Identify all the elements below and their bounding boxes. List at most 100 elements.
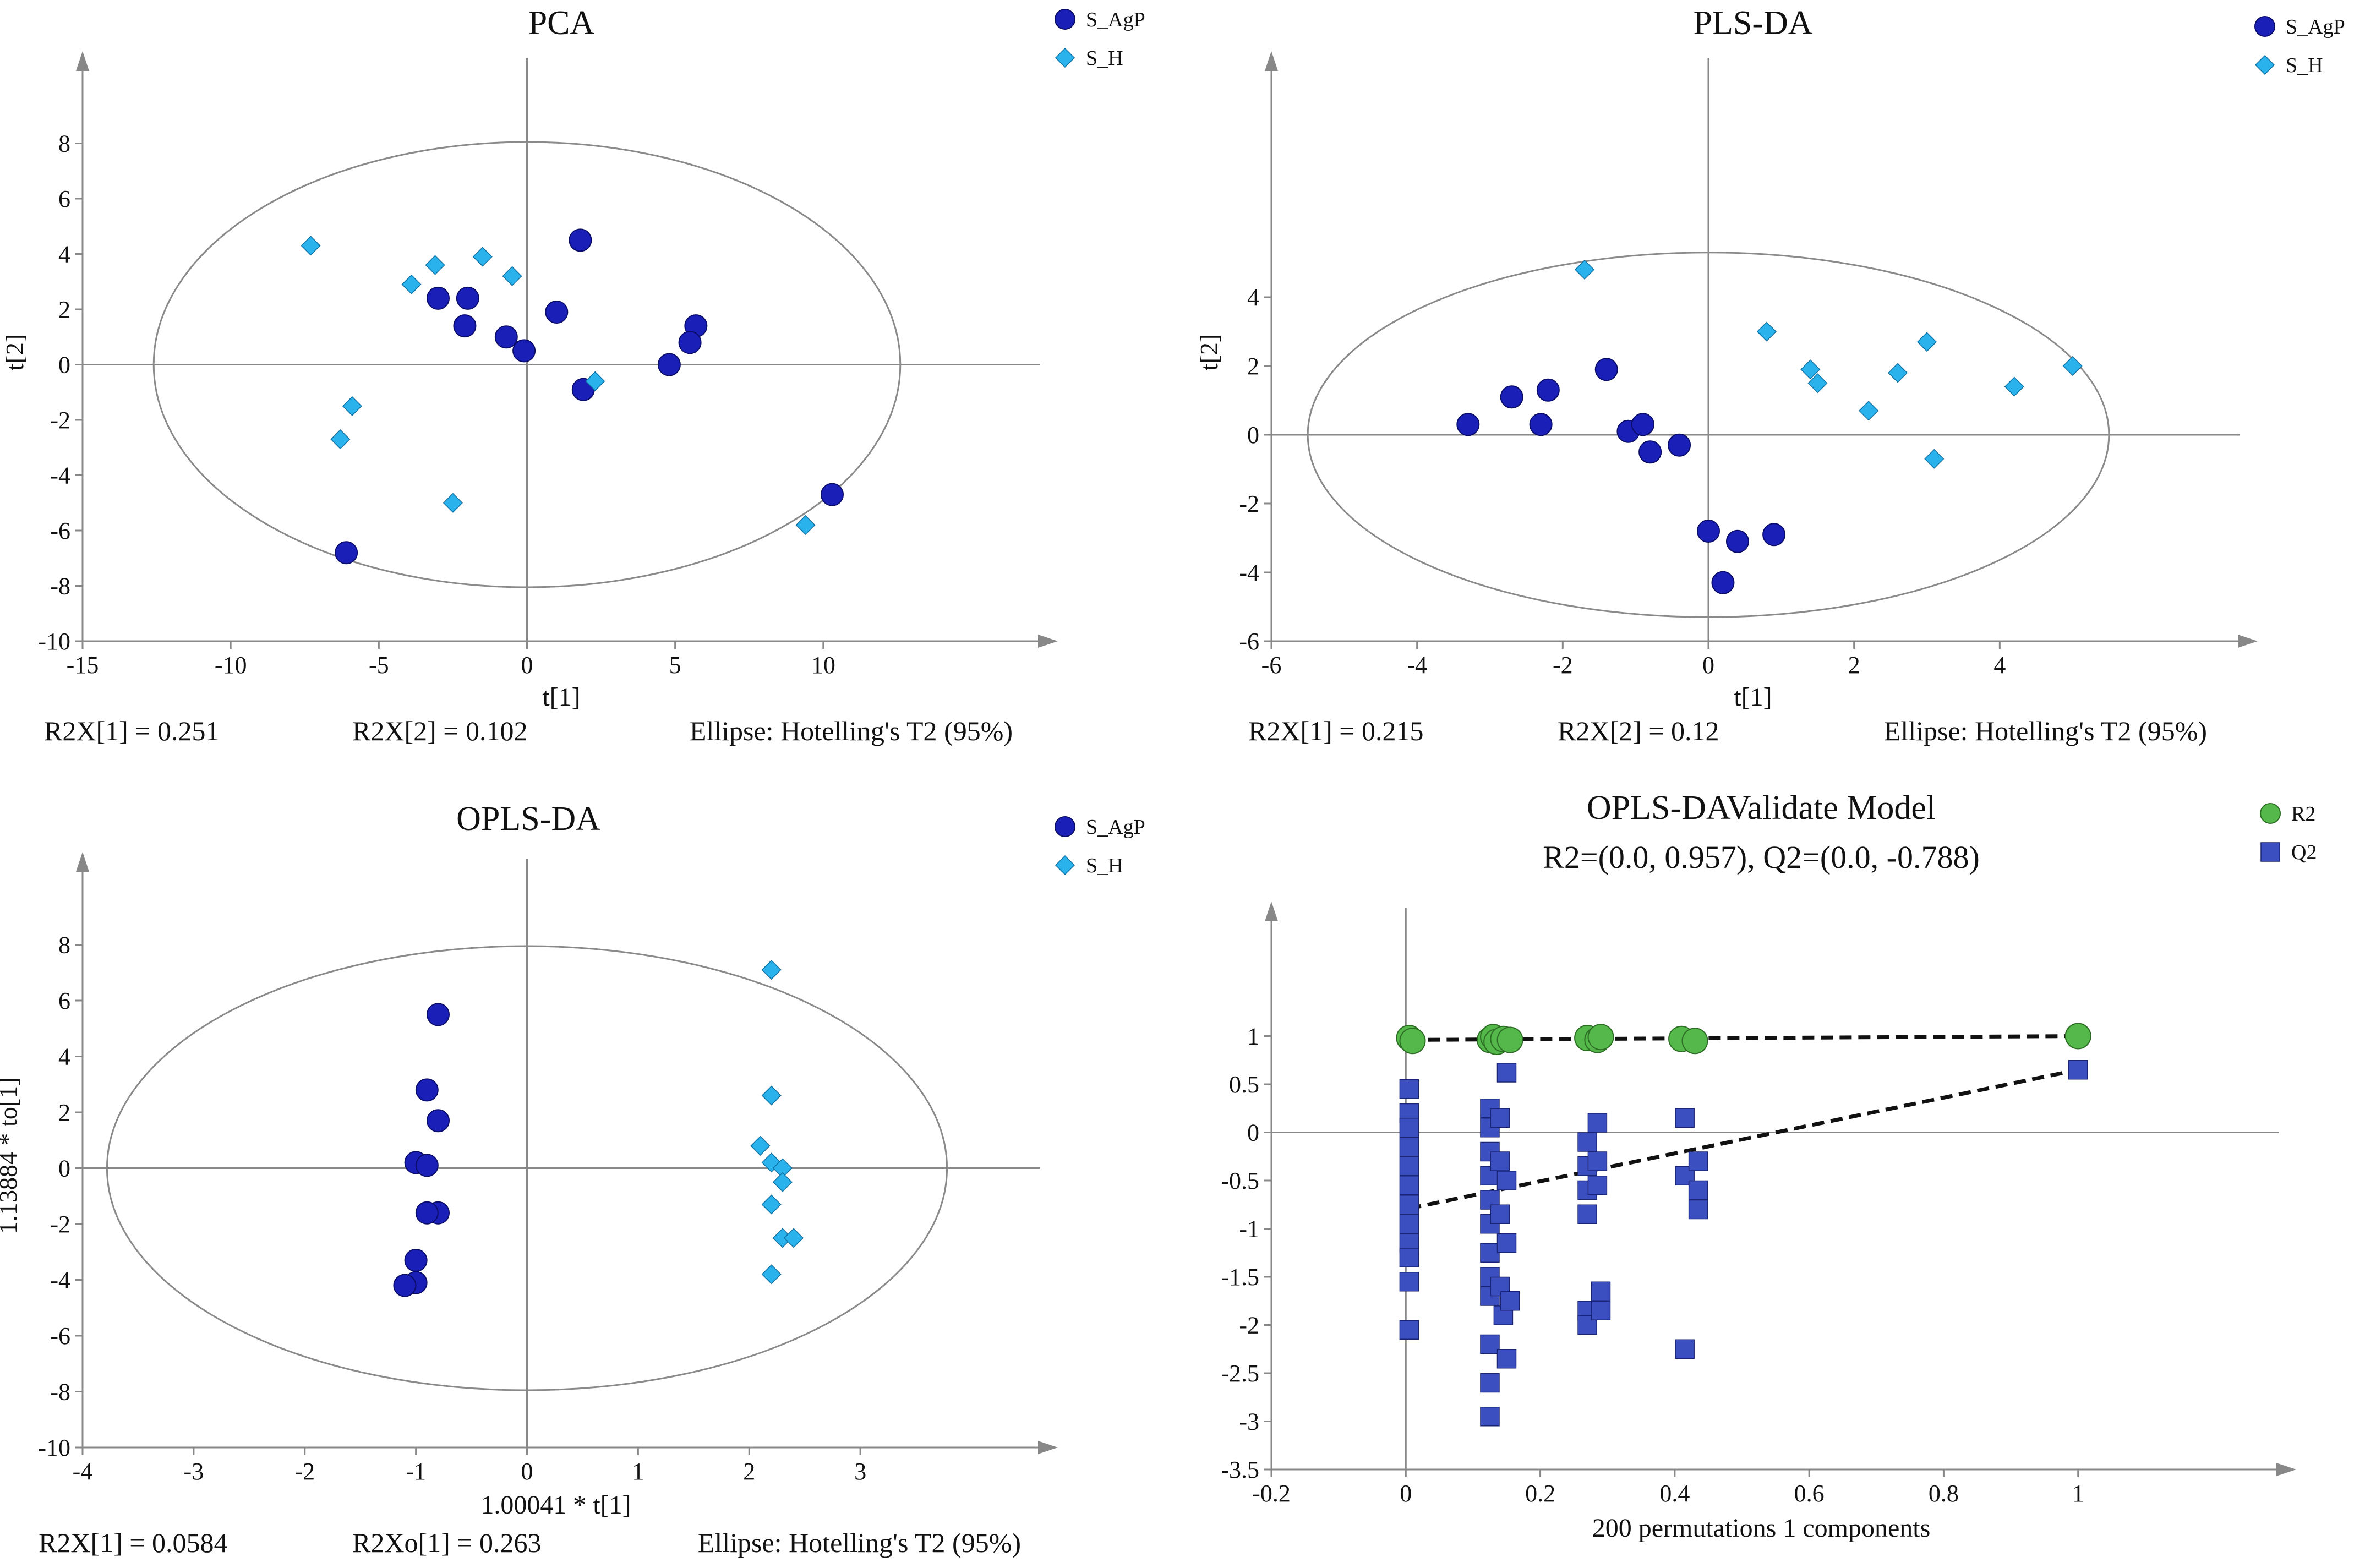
plsda-agp-point <box>1725 529 1749 553</box>
pca-xtick-label: 10 <box>811 652 835 679</box>
oplsda-ytick-label: -2 <box>50 1211 70 1238</box>
pca-ytick-label: 2 <box>58 296 70 323</box>
plsda-h-point <box>1800 359 1821 380</box>
oplsda-legend-marker <box>1055 816 1075 837</box>
validate-r2-point <box>1587 1024 1614 1051</box>
validate-q2-point <box>1587 1113 1608 1133</box>
pca-stat: Ellipse: Hotelling's T2 (95%) <box>690 715 1013 746</box>
oplsda-agp-point <box>427 1109 450 1133</box>
plsda-h-point <box>1756 321 1777 342</box>
plsda-agp-point <box>1529 413 1553 436</box>
pca-h-point <box>472 247 493 267</box>
plsda-y-axis-arrow <box>1265 51 1278 71</box>
validate-q2-point <box>1480 1243 1500 1263</box>
validate-q2-point <box>1480 1334 1500 1354</box>
pca-xtick-label: -5 <box>369 652 389 679</box>
plsda-ytick-label: -4 <box>1239 559 1259 586</box>
pca-agp-point <box>545 301 569 324</box>
validate-subtitle: R2=(0.0, 0.957), Q2=(0.0, -0.788) <box>1543 839 1980 875</box>
oplsda-ytick-label: 6 <box>58 987 70 1014</box>
oplsda-h-point <box>761 1264 782 1285</box>
validate-q2-point <box>1500 1291 1520 1311</box>
pca-ytick-label: -8 <box>50 573 70 600</box>
pca-h-point <box>301 236 321 256</box>
validate-q2-point <box>1399 1248 1419 1267</box>
validate-q2-point <box>1399 1118 1419 1138</box>
oplsda-hotelling-ellipse <box>106 945 948 1391</box>
plsda-agp-point <box>1594 358 1618 381</box>
validate-q2-point <box>1577 1315 1597 1335</box>
validate-ytick-label: 0 <box>1247 1119 1259 1146</box>
pca-legend-marker <box>1055 47 1075 68</box>
plsda-ytick-label: 0 <box>1247 422 1259 449</box>
plsda-ytick-label: 2 <box>1247 353 1259 380</box>
plsda-stat: R2X[1] = 0.215 <box>1248 715 1423 746</box>
oplsda-agp-point <box>415 1154 439 1177</box>
oplsda-ytick-label: -10 <box>38 1434 70 1461</box>
plsda-h-point <box>2062 356 2083 376</box>
validate-q2-point <box>1591 1301 1611 1320</box>
oplsda-xtick-label: -4 <box>73 1458 93 1485</box>
plsda-legend-marker <box>2254 16 2275 37</box>
oplsda-ytick-label: 0 <box>58 1155 70 1182</box>
oplsda-stat: R2X[1] = 0.0584 <box>39 1527 227 1558</box>
pca-hotelling-ellipse <box>152 141 902 588</box>
validate-q2-point <box>1496 1349 1517 1369</box>
oplsda-agp-point <box>427 1003 450 1026</box>
plsda-hotelling-ellipse <box>1307 252 2110 618</box>
plsda-agp-point <box>1697 520 1720 543</box>
oplsda-xtick-label: 2 <box>743 1458 755 1485</box>
pca-agp-point <box>335 541 358 565</box>
oplsda-xtick-label: 3 <box>854 1458 866 1485</box>
validate-q2-point <box>1399 1079 1419 1099</box>
plsda-agp-point <box>1536 378 1560 402</box>
validate-legend-label: Q2 <box>2291 841 2317 864</box>
oplsda-h-point <box>750 1135 771 1156</box>
plsda-xtick-label: 0 <box>1702 652 1714 679</box>
oplsda-legend-label: S_AgP <box>1086 816 1145 839</box>
plsda-h-point <box>1574 259 1595 280</box>
plsda-agp-point <box>1500 385 1523 409</box>
pca-xtick-label: -15 <box>67 652 99 679</box>
oplsda-x-label: 1.00041 * t[1] <box>480 1490 631 1520</box>
plsda-xtick-label: 4 <box>1993 652 2006 679</box>
plsda-agp-point <box>1631 413 1654 436</box>
validate-xtick-label: 0.2 <box>1525 1480 1555 1507</box>
validate-r2-point <box>1399 1028 1426 1055</box>
validate-ytick-label: 0.5 <box>1229 1071 1259 1098</box>
pca-legend-label: S_H <box>1086 47 1123 70</box>
pca-ytick-label: 8 <box>58 130 70 157</box>
oplsda-stat: R2Xo[1] = 0.263 <box>352 1527 541 1558</box>
plsda-legend-label: S_AgP <box>2286 15 2345 39</box>
plsda-xtick-label: 2 <box>1848 652 1860 679</box>
pca-ytick-label: -6 <box>50 517 70 544</box>
validate-q2-point <box>1675 1108 1695 1128</box>
plsda-agp-point <box>1668 433 1691 457</box>
oplsda-xtick-label: -1 <box>406 1458 426 1485</box>
validate-q2-point <box>1399 1176 1419 1195</box>
oplsda-stat: Ellipse: Hotelling's T2 (95%) <box>698 1527 1021 1558</box>
plsda-title: PLS-DA <box>1693 4 1812 42</box>
pca-title: PCA <box>528 4 595 42</box>
validate-xtick-label: -0.2 <box>1252 1480 1291 1507</box>
pca-h-point <box>443 493 463 513</box>
pca-agp-point <box>453 314 477 338</box>
pca-ytick-label: -4 <box>50 462 70 489</box>
oplsda-legend-label: S_H <box>1086 854 1123 877</box>
validate-r2-point <box>1681 1028 1708 1055</box>
plsda-legend-marker <box>2254 54 2275 75</box>
oplsda-xtick-label: -3 <box>184 1458 204 1485</box>
pca-h-point <box>425 255 445 275</box>
validate-q2-point <box>1496 1171 1517 1190</box>
oplsda-h-point <box>783 1228 804 1248</box>
oplsda-y-label: 1.13884 * to[1] <box>0 1078 22 1234</box>
pca-agp-point <box>456 286 479 310</box>
validate-ytick-label: -1 <box>1239 1216 1259 1243</box>
pca-agp-point <box>820 483 844 506</box>
pca-xtick-label: 5 <box>669 652 681 679</box>
validate-ytick-label: -3.5 <box>1221 1456 1259 1483</box>
pca-agp-point <box>678 331 702 354</box>
validate-q2-point <box>1399 1214 1419 1234</box>
validate-q2-point <box>1577 1204 1597 1224</box>
